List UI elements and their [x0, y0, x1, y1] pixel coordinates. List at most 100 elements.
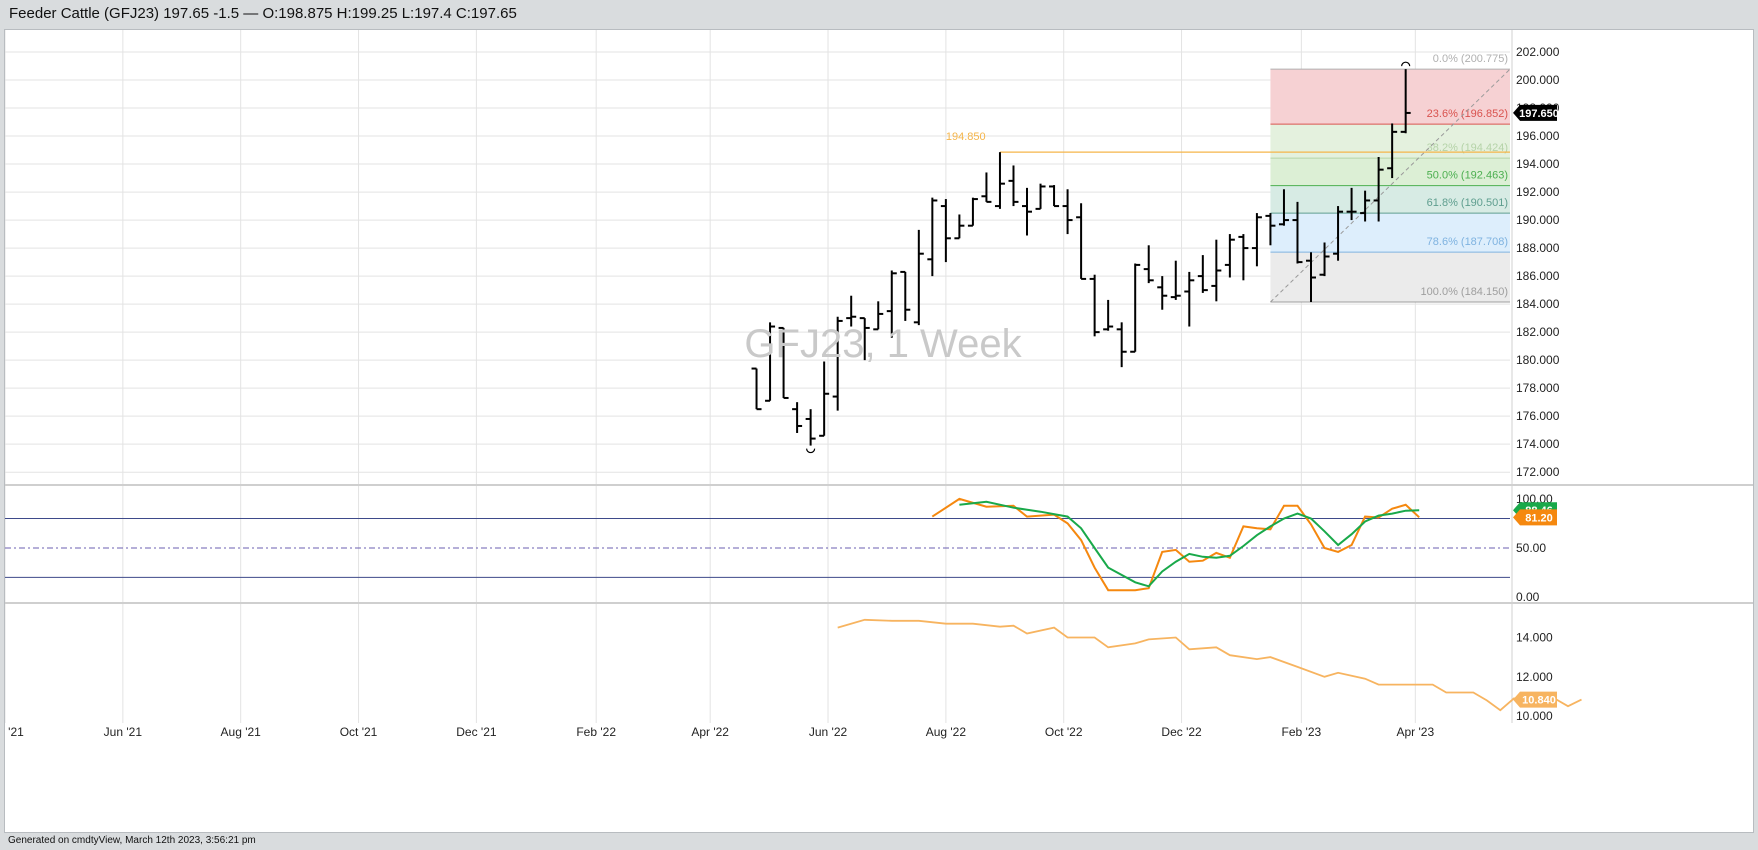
x-tick-label: Oct '21 [340, 725, 378, 739]
fib-level-label: 78.6% (187.708) [1427, 236, 1508, 248]
stochastic-orange-tag-bg [1513, 509, 1557, 526]
volatility-y-tick-label: 14.000 [1516, 630, 1553, 644]
volatility-tag-text: 10.840 [1522, 695, 1556, 707]
fibonacci-retracement: 0.0% (200.775) 23.6% (196.852) 38.2% (194.… [1270, 53, 1511, 303]
ohlc-bar [1049, 185, 1060, 208]
ohlc-bar [1184, 271, 1195, 327]
ohlc-bar [1076, 203, 1087, 280]
volatility-tag-bg [1513, 691, 1557, 708]
ohlc-bar [819, 361, 830, 437]
x-tick-label: Feb '22 [576, 725, 616, 739]
ohlc-bar [1062, 189, 1073, 235]
ohlc-bar [1319, 242, 1330, 277]
ohlc-bar [1197, 255, 1208, 293]
x-tick-label: Aug '22 [926, 725, 967, 739]
stochastic-y-tick-label: 0.00 [1516, 590, 1540, 604]
ohlc-bar [1400, 69, 1411, 134]
ohlc-bar [1333, 206, 1344, 261]
ohlc-bar [1103, 299, 1114, 331]
ohlc-bar [1089, 274, 1100, 337]
y-tick-label: 182.000 [1516, 325, 1560, 339]
last-price-tag: 197.650 [1513, 104, 1559, 121]
y-tick-label: 172.000 [1516, 465, 1560, 479]
ohlc-bar [1292, 201, 1303, 264]
chart-area[interactable]: 0.0% (200.775) 23.6% (196.852) 38.2% (194.… [4, 29, 1754, 833]
swing-low-marker [806, 448, 816, 454]
ohlc-bar [886, 270, 897, 338]
volatility-tag: 10.840 [1513, 691, 1557, 708]
stochastic-y-tick-label: 50.00 [1516, 541, 1546, 555]
footer: Generated on cmdtyView, March 12th 2023,… [0, 833, 1758, 850]
ohlc-bar [954, 214, 965, 240]
y-tick-label: 196.000 [1516, 129, 1560, 143]
ohlc-bar [1360, 190, 1371, 222]
fib-zone [1270, 185, 1510, 214]
ohlc-bar [940, 199, 951, 263]
fib-level-label: 23.6% (196.852) [1427, 108, 1508, 120]
ohlc-bar [994, 152, 1005, 209]
symbol-quote-title: Feeder Cattle (GFJ23) 197.65 -1.5 — O:19… [9, 5, 517, 22]
volatility-panel [837, 618, 1582, 712]
ohlc-bar [1022, 187, 1033, 236]
fib-zone [1270, 69, 1510, 125]
x-tick-label: Oct '22 [1045, 725, 1083, 739]
chart-svg[interactable]: 0.0% (200.775) 23.6% (196.852) 38.2% (194.… [5, 30, 1754, 833]
ohlc-bar [1346, 187, 1357, 221]
y-tick-label: 174.000 [1516, 437, 1560, 451]
ohlc-bar [900, 270, 911, 321]
stochastic-line [959, 500, 1420, 588]
x-tick-label: Apr '22 [691, 725, 729, 739]
x-tick-label: Jun '21 [104, 725, 143, 739]
y-tick-label: 192.000 [1516, 185, 1560, 199]
chart-header: Feeder Cattle (GFJ23) 197.65 -1.5 — O:19… [0, 0, 1758, 28]
horizontal-line: 194.850 [946, 131, 1510, 153]
y-tick-label: 186.000 [1516, 269, 1560, 283]
stochastic-panel [5, 497, 1510, 592]
fib-level-label: 50.0% (192.463) [1427, 170, 1508, 182]
ohlc-bar [913, 229, 924, 326]
ohlc-bar [1116, 322, 1127, 368]
volatility-line [837, 618, 1582, 712]
ohlc-bar [1387, 123, 1398, 179]
ohlc-bar [846, 295, 857, 327]
x-tick-label: Aug '21 [221, 725, 262, 739]
y-tick-label: 184.000 [1516, 297, 1560, 311]
last-price-tag-text: 197.650 [1519, 108, 1559, 120]
swing-high-marker [1401, 61, 1411, 67]
y-tick-label: 202.000 [1516, 45, 1560, 59]
ohlc-bar [805, 409, 816, 446]
ohlc-bar [1251, 213, 1262, 267]
y-tick-label: 178.000 [1516, 381, 1560, 395]
fib-zone [1270, 158, 1510, 186]
y-tick-label: 190.000 [1516, 213, 1560, 227]
fib-level-label: 100.0% (184.150) [1421, 286, 1508, 298]
x-tick-label: Dec '22 [1161, 725, 1202, 739]
ohlc-bar [792, 402, 803, 433]
ohlc-bar [1008, 165, 1019, 207]
x-tick-label: Apr '23 [1397, 725, 1435, 739]
ohlc-bar [1157, 276, 1168, 310]
y-tick-label: 176.000 [1516, 409, 1560, 423]
stochastic-orange-tag-text: 81.20 [1525, 512, 1553, 524]
price-bars [751, 61, 1411, 454]
ohlc-bar [1035, 183, 1046, 210]
ohlc-bar [1143, 245, 1154, 284]
ohlc-bar [927, 197, 938, 277]
x-tick-label: Feb '23 [1282, 725, 1322, 739]
fib-level-label: 38.2% (194.424) [1427, 142, 1508, 154]
ohlc-bar [1278, 189, 1289, 226]
ohlc-bar [967, 197, 978, 227]
ohlc-bar [751, 367, 762, 411]
ohlc-bar [873, 301, 884, 331]
stochastic-orange-tag: 81.20 [1513, 509, 1557, 526]
y-tick-label: 188.000 [1516, 241, 1560, 255]
ohlc-bar [981, 172, 992, 203]
ohlc-bar [859, 317, 870, 361]
x-tick-label: Apr '21 [5, 725, 24, 739]
horizontal-line-label: 194.850 [946, 131, 986, 143]
ohlc-bar [832, 316, 843, 411]
ohlc-bar [1211, 239, 1222, 302]
ohlc-bar [778, 326, 789, 399]
ohlc-bar [765, 322, 776, 402]
